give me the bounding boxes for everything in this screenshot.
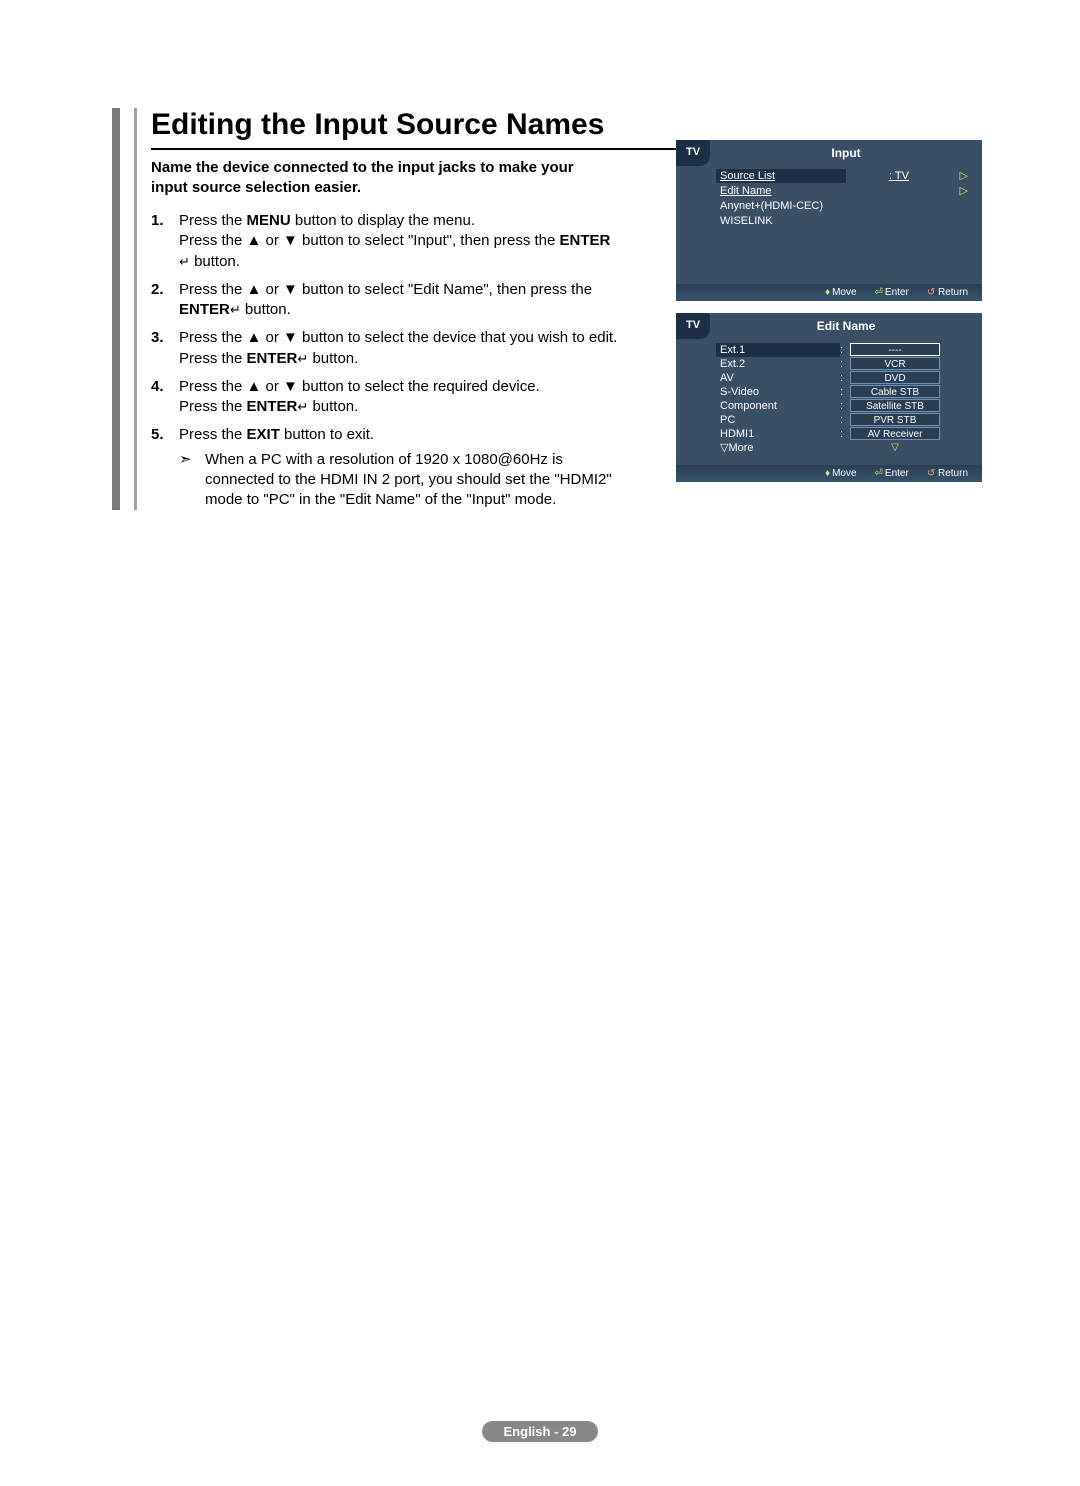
value-pvr-stb[interactable]: PVR STB bbox=[850, 413, 940, 426]
label-more[interactable]: ▽More bbox=[720, 441, 840, 455]
edit-name-values: ---- VCR DVD Cable STB Satellite STB PVR… bbox=[850, 343, 940, 455]
label-svideo[interactable]: S-Video bbox=[720, 385, 840, 399]
value-none[interactable]: ---- bbox=[850, 343, 940, 356]
tv-badge: TV bbox=[676, 313, 710, 339]
page-number-pill: English - 29 bbox=[482, 1421, 599, 1442]
tv-menu-title: Edit Name bbox=[710, 313, 982, 339]
enter-icon: ↵ bbox=[230, 301, 241, 319]
return-icon: ↺ bbox=[927, 287, 938, 298]
tv-menu-footer: ♦Move ⏎Enter ↺ Return bbox=[676, 284, 982, 301]
enter-icon: ⏎ bbox=[875, 468, 883, 479]
updown-icon: ♦ bbox=[825, 287, 830, 298]
menu-row-source-list[interactable]: Source List : TV ▷ bbox=[720, 168, 968, 183]
enter-icon: ↵ bbox=[297, 398, 308, 416]
tv-badge: TV bbox=[676, 140, 710, 166]
value-dvd[interactable]: DVD bbox=[850, 371, 940, 384]
step-3: Press the ▲ or ▼ button to select the de… bbox=[151, 328, 621, 369]
value-av-receiver[interactable]: AV Receiver bbox=[850, 427, 940, 440]
label-hdmi1[interactable]: HDMI1 bbox=[720, 427, 840, 441]
enter-icon: ↵ bbox=[179, 253, 190, 271]
tv-menu-stack: TV Input Source List : TV ▷ Edit Name ▷ … bbox=[676, 140, 982, 494]
step-5: Press the EXIT button to exit. When a PC… bbox=[151, 425, 621, 510]
page-footer: English - 29 bbox=[0, 1421, 1080, 1442]
intro-text: Name the device connected to the input j… bbox=[151, 158, 611, 197]
steps-list: Press the MENU button to display the men… bbox=[151, 211, 621, 510]
step-1: Press the MENU button to display the men… bbox=[151, 211, 621, 272]
tv-menu-input: TV Input Source List : TV ▷ Edit Name ▷ … bbox=[676, 140, 982, 301]
tv-menu-footer: ♦Move ⏎Enter ↺ Return bbox=[676, 465, 982, 482]
enter-icon: ↵ bbox=[297, 350, 308, 368]
label-av[interactable]: AV bbox=[720, 371, 840, 385]
menu-row-wiselink[interactable]: WISELINK bbox=[720, 213, 968, 228]
menu-row-anynet[interactable]: Anynet+(HDMI-CEC) bbox=[720, 198, 968, 213]
tv-menu-title: Input bbox=[710, 140, 982, 166]
updown-icon: ♦ bbox=[825, 468, 830, 479]
label-ext1[interactable]: Ext.1 bbox=[716, 343, 840, 357]
label-pc[interactable]: PC bbox=[720, 413, 840, 427]
step-5-note: When a PC with a resolution of 1920 x 10… bbox=[179, 450, 621, 511]
value-vcr[interactable]: VCR bbox=[850, 357, 940, 370]
return-icon: ↺ bbox=[927, 468, 938, 479]
value-satellite-stb[interactable]: Satellite STB bbox=[850, 399, 940, 412]
tv-menu-edit-name: TV Edit Name Ext.1 Ext.2 AV S-Video Comp… bbox=[676, 313, 982, 482]
enter-icon: ⏎ bbox=[875, 287, 883, 298]
label-component[interactable]: Component bbox=[720, 399, 840, 413]
arrow-right-icon: ▷ bbox=[952, 169, 968, 182]
edit-name-labels: Ext.1 Ext.2 AV S-Video Component PC HDMI… bbox=[720, 343, 840, 455]
value-more-icon[interactable]: ▽ bbox=[850, 441, 940, 454]
menu-row-edit-name[interactable]: Edit Name ▷ bbox=[720, 183, 968, 198]
value-cable-stb[interactable]: Cable STB bbox=[850, 385, 940, 398]
label-ext2[interactable]: Ext.2 bbox=[720, 357, 840, 371]
step-4: Press the ▲ or ▼ button to select the re… bbox=[151, 377, 621, 418]
step-2: Press the ▲ or ▼ button to select "Edit … bbox=[151, 280, 621, 321]
arrow-right-icon: ▷ bbox=[952, 184, 968, 197]
